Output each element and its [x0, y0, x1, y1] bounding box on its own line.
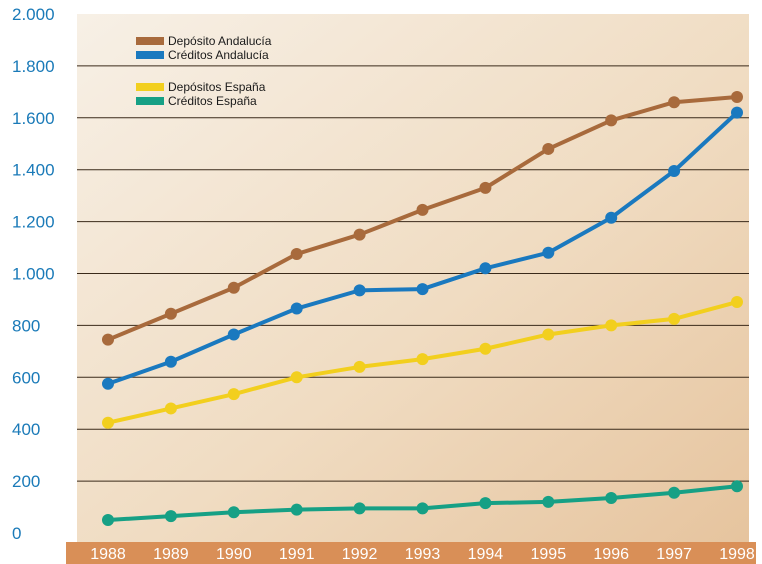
data-point: [668, 486, 681, 499]
data-point: [290, 503, 303, 516]
y-tick-label: 1.200: [12, 213, 55, 232]
data-point: [353, 502, 366, 515]
gridlines: [77, 65, 749, 482]
data-point: [605, 114, 618, 127]
data-point: [731, 480, 743, 493]
y-tick-label: 0: [12, 524, 21, 543]
legend-label: Depósito Andalucía: [168, 34, 272, 48]
data-point: [416, 502, 429, 515]
x-tick-label: 1988: [90, 546, 126, 563]
y-tick-label: 1.400: [12, 161, 55, 180]
series-1: [102, 106, 743, 390]
y-tick-label: 800: [12, 316, 40, 335]
data-point: [102, 333, 114, 346]
legend-swatch: [136, 51, 164, 59]
data-point: [164, 510, 177, 523]
data-point: [416, 353, 429, 366]
data-point: [605, 319, 618, 332]
y-tick-label: 200: [12, 472, 40, 491]
x-tick-label: 1993: [405, 546, 441, 563]
series-lines: [102, 91, 743, 527]
series-3: [102, 480, 743, 527]
data-point: [731, 296, 743, 309]
data-point: [542, 246, 555, 259]
data-point: [102, 416, 114, 429]
series-0: [102, 91, 743, 346]
x-tick-label: 1995: [531, 546, 567, 563]
data-point: [290, 248, 303, 261]
data-point: [164, 307, 177, 320]
data-point: [479, 181, 492, 194]
data-point: [164, 355, 177, 368]
x-tick-label: 1998: [719, 546, 755, 563]
legend-swatch: [136, 97, 164, 105]
data-point: [731, 91, 743, 104]
x-tick-label: 1989: [153, 546, 189, 563]
data-point: [668, 312, 681, 325]
x-tick-label: 1992: [342, 546, 378, 563]
data-point: [416, 203, 429, 216]
data-point: [102, 377, 114, 390]
data-point: [668, 96, 681, 109]
y-tick-label: 600: [12, 368, 40, 387]
x-axis-band: [66, 542, 756, 564]
data-point: [479, 342, 492, 355]
data-point: [479, 497, 492, 510]
x-tick-label: 1994: [468, 546, 504, 563]
data-point: [479, 262, 492, 275]
data-point: [353, 360, 366, 373]
legend-swatch: [136, 37, 164, 45]
data-point: [605, 211, 618, 224]
y-tick-label: 2.000: [12, 5, 55, 24]
data-point: [668, 164, 681, 177]
legend-label: Créditos Andalucía: [168, 48, 269, 62]
x-tick-label: 1991: [279, 546, 315, 563]
y-tick-label: 1.000: [12, 265, 55, 284]
data-point: [542, 495, 555, 508]
legend-swatch: [136, 83, 164, 91]
series-2: [102, 296, 743, 429]
legend-label: Créditos España: [168, 94, 257, 108]
data-point: [542, 142, 555, 155]
legend-label: Depósitos España: [168, 80, 266, 94]
data-point: [353, 228, 366, 241]
plot-background: [77, 14, 749, 542]
y-tick-label: 1.600: [12, 109, 55, 128]
data-point: [227, 281, 240, 294]
data-point: [164, 402, 177, 415]
x-tick-label: 1996: [593, 546, 629, 563]
data-point: [290, 371, 303, 384]
data-point: [731, 106, 743, 119]
data-point: [227, 388, 240, 401]
x-axis-ticks: 1988 1989 1990 1991 1992 1993 1994 1995 1996 1997…: [90, 546, 755, 563]
data-point: [542, 328, 555, 341]
data-point: [227, 328, 240, 341]
y-tick-label: 1.800: [12, 57, 55, 76]
data-point: [227, 506, 240, 519]
data-point: [353, 284, 366, 297]
data-point: [605, 491, 618, 504]
x-tick-label: 1990: [216, 546, 252, 563]
data-point: [290, 302, 303, 315]
x-tick-label: 1997: [656, 546, 692, 563]
y-axis-ticks: 0 200 400 600 800 1.000 1.200 1.400 1.600 1.800 2.…: [12, 5, 55, 543]
data-point: [416, 283, 429, 296]
y-tick-label: 400: [12, 420, 40, 439]
data-point: [102, 514, 114, 527]
